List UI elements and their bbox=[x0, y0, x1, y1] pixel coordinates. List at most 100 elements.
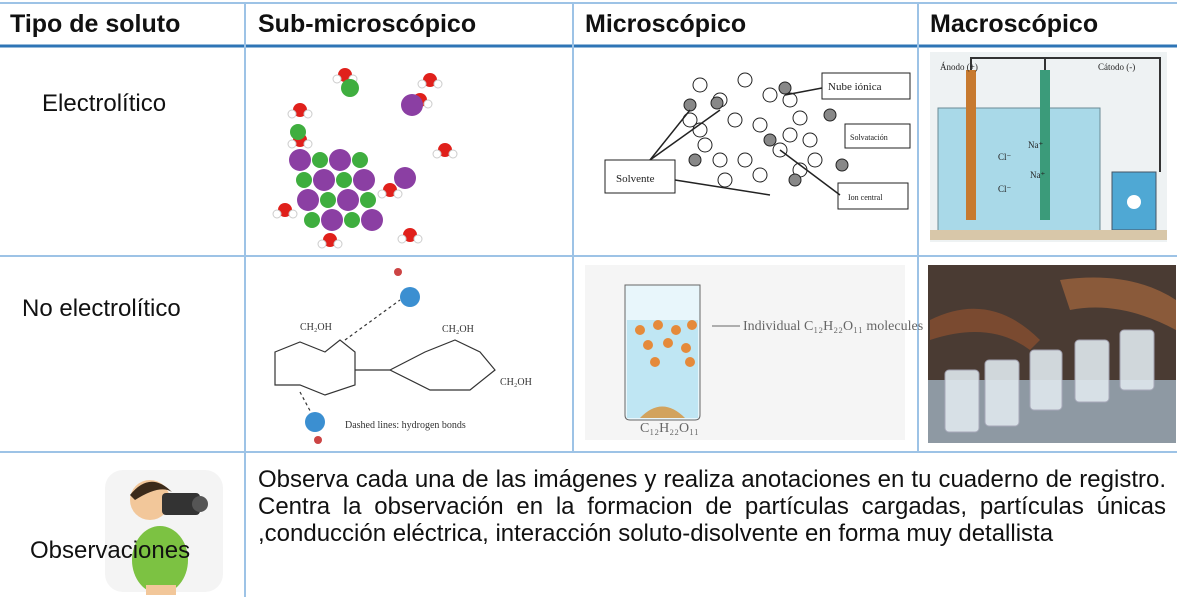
image-label: CH₂OH bbox=[300, 322, 332, 333]
illustration-shape bbox=[807, 152, 823, 168]
illustration-shape bbox=[663, 338, 673, 348]
image-label: Solvatación bbox=[850, 133, 888, 142]
illustration-shape bbox=[650, 357, 660, 367]
illustration-shape bbox=[640, 406, 685, 418]
header-cell: Microscópico bbox=[585, 10, 747, 38]
illustration-shape bbox=[784, 87, 823, 96]
illustration-shape bbox=[303, 139, 313, 149]
illustration-shape bbox=[727, 112, 743, 128]
illustration-shape bbox=[397, 234, 407, 244]
illustration-shape bbox=[296, 172, 312, 188]
image-label: Na⁺ bbox=[1028, 140, 1043, 150]
illustration-shape bbox=[930, 308, 1040, 350]
illustration-shape bbox=[778, 81, 792, 95]
illustration-shape bbox=[837, 182, 909, 210]
illustration-shape bbox=[344, 212, 360, 228]
image-label: Ánodo (+) bbox=[940, 62, 978, 72]
image-label: Individual C₁₂H₂₂O₁₁ molecules bbox=[743, 319, 923, 334]
image-label: Cátodo (-) bbox=[1098, 62, 1135, 72]
illustration-shape bbox=[321, 209, 343, 231]
illustration-shape bbox=[320, 192, 336, 208]
illustration-shape bbox=[304, 212, 320, 228]
illustration-shape bbox=[130, 481, 172, 500]
illustration-shape bbox=[792, 110, 808, 126]
illustration-shape bbox=[329, 149, 351, 171]
illustration-shape bbox=[293, 103, 307, 117]
illustration-shape bbox=[762, 87, 778, 103]
header-cell: Tipo de soluto bbox=[10, 10, 181, 38]
illustration-shape bbox=[313, 169, 335, 191]
illustration-shape bbox=[377, 189, 387, 199]
image-label: Cl⁻ bbox=[998, 184, 1012, 194]
illustration-shape bbox=[653, 320, 663, 330]
illustration-shape bbox=[802, 132, 818, 148]
illustration-shape bbox=[674, 179, 771, 196]
illustration-shape bbox=[192, 496, 208, 512]
illustration-shape bbox=[1127, 195, 1141, 209]
illustration-shape bbox=[763, 133, 777, 147]
row-label: No electrolítico bbox=[22, 295, 181, 322]
illustration-shape bbox=[944, 329, 1155, 433]
illustration-shape bbox=[433, 79, 443, 89]
illustration-shape bbox=[1040, 70, 1050, 220]
image-label: CH₂OH bbox=[442, 324, 474, 335]
illustration-shape bbox=[737, 72, 753, 88]
illustration-shape bbox=[782, 92, 798, 108]
illustration-shape bbox=[288, 209, 298, 219]
illustration-shape bbox=[710, 96, 724, 110]
illustration-shape bbox=[717, 172, 733, 188]
image-label: Nube iónica bbox=[828, 81, 882, 93]
illustration-shape bbox=[337, 189, 359, 211]
illustration-shape bbox=[336, 172, 352, 188]
illustration-shape bbox=[344, 299, 401, 341]
illustration-shape bbox=[1074, 339, 1110, 403]
illustration-shape bbox=[290, 124, 306, 140]
illustration-shape bbox=[970, 57, 1161, 172]
illustration-shape bbox=[779, 149, 841, 196]
image-label: Cl⁻ bbox=[998, 152, 1012, 162]
image-label: CH₂OH bbox=[500, 377, 532, 388]
illustration-shape bbox=[274, 339, 356, 396]
illustration-shape bbox=[394, 167, 416, 189]
illustration-shape bbox=[438, 143, 452, 157]
illustration-shape bbox=[383, 183, 397, 197]
illustration-shape bbox=[400, 287, 420, 307]
illustration-shape bbox=[274, 299, 496, 421]
illustration-shape bbox=[272, 68, 458, 249]
illustration-shape bbox=[782, 127, 798, 143]
illustration-shape bbox=[752, 167, 768, 183]
row-label: Electrolítico bbox=[42, 90, 167, 117]
illustration-shape bbox=[685, 357, 695, 367]
illustration-shape bbox=[352, 152, 368, 168]
illustration-shape bbox=[671, 325, 681, 335]
image-label: C₁₂H₂₂O₁₁ bbox=[640, 421, 699, 436]
illustration-shape bbox=[1111, 171, 1157, 231]
illustration-shape bbox=[1060, 277, 1176, 330]
illustration-shape bbox=[712, 152, 728, 168]
illustration-shape bbox=[146, 585, 176, 595]
illustration-shape bbox=[681, 343, 691, 353]
illustration-shape bbox=[682, 112, 698, 128]
illustration-shape bbox=[682, 72, 849, 188]
illustration-shape bbox=[341, 79, 359, 97]
illustration-shape bbox=[788, 173, 802, 187]
illustration-shape bbox=[649, 109, 721, 161]
illustration-shape bbox=[393, 189, 403, 199]
illustration-shape: Individual C₁₂H₂₂O₁₁ molecules C₁₂H₂₂O₁₁ bbox=[640, 319, 923, 436]
illustration-shape bbox=[423, 73, 437, 87]
image-label: Dashed lines: hydrogen bonds bbox=[345, 420, 466, 431]
illustration-shape bbox=[162, 493, 200, 515]
illustration-shape bbox=[417, 79, 427, 89]
illustration-shape bbox=[844, 123, 911, 149]
illustration-shape bbox=[287, 109, 297, 119]
illustration-shape bbox=[338, 68, 352, 82]
illustration-shape bbox=[132, 526, 188, 594]
illustration-shape bbox=[353, 169, 375, 191]
illustration-shape bbox=[413, 234, 423, 244]
illustration-shape bbox=[692, 77, 708, 93]
illustration-shape bbox=[937, 107, 1101, 232]
illustration-shape bbox=[1119, 329, 1155, 391]
illustration-shape bbox=[752, 117, 768, 133]
